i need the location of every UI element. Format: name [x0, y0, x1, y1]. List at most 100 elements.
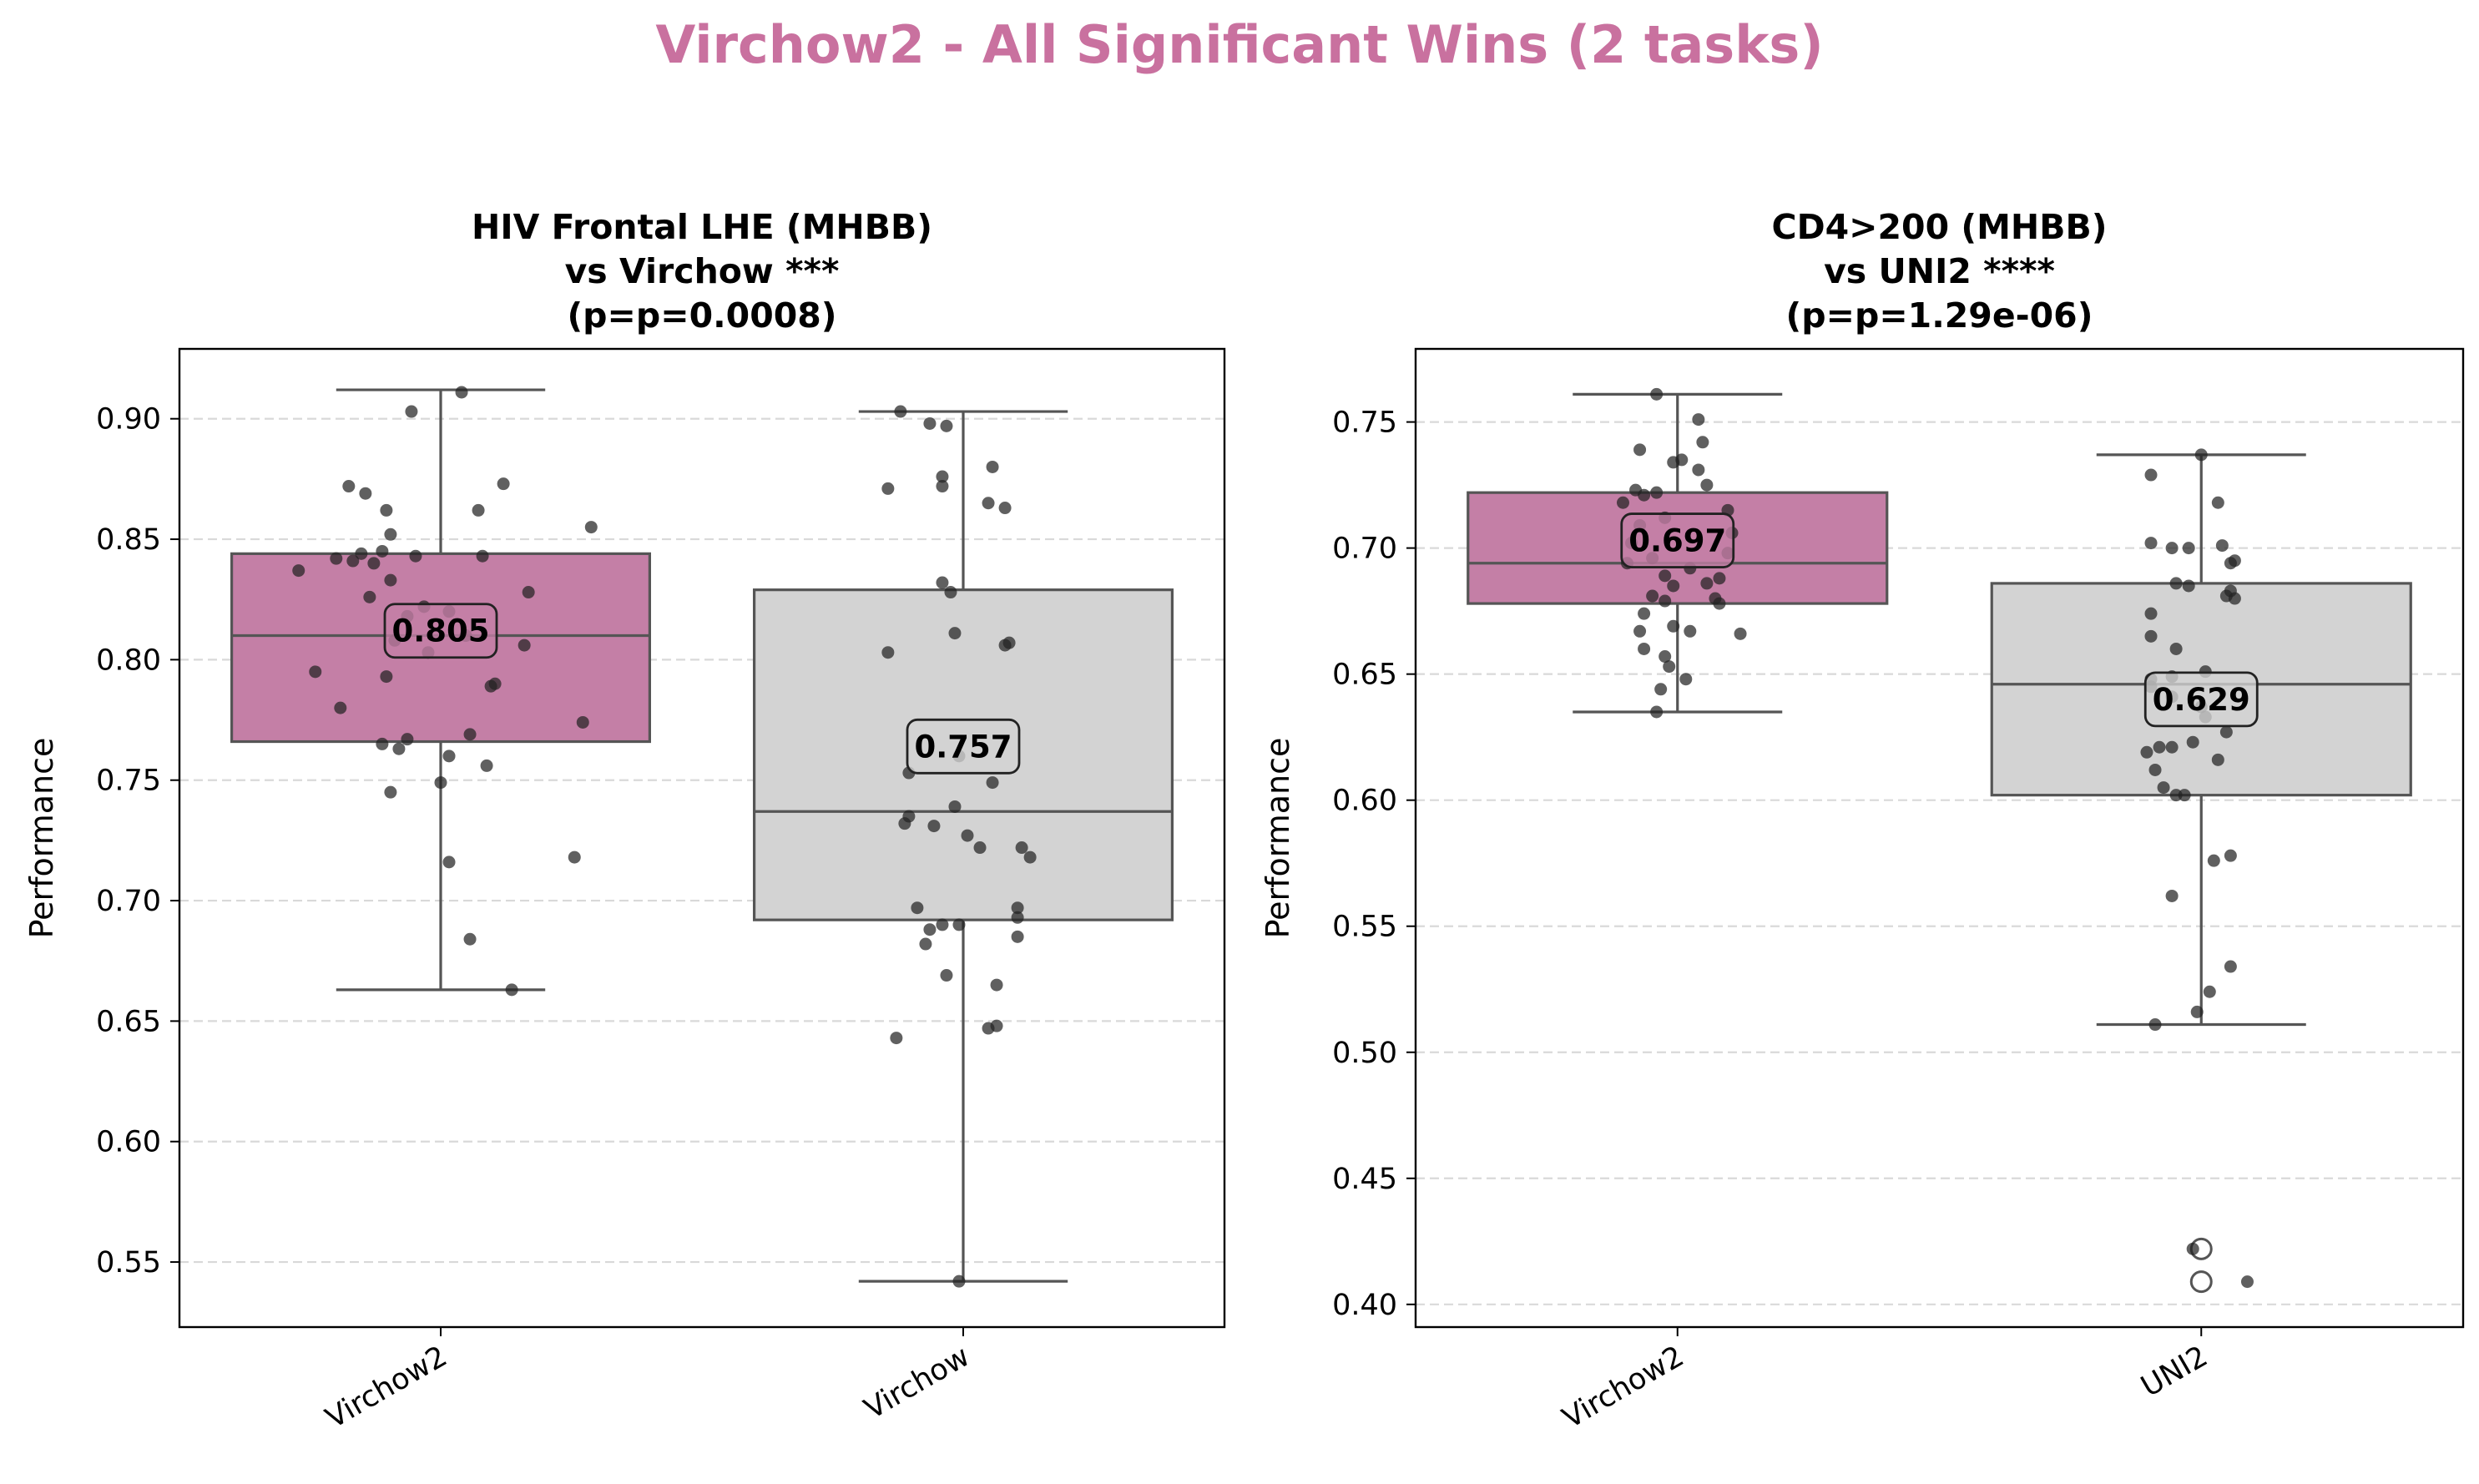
data-point [2144, 629, 2158, 643]
data-point [2157, 781, 2170, 795]
y-tick-label: 0.75 [1332, 406, 1397, 440]
y-tick-label: 0.60 [96, 1126, 161, 1159]
data-point [1663, 660, 1676, 674]
data-point [1700, 577, 1714, 590]
data-point [990, 978, 1003, 992]
data-point [576, 715, 589, 729]
data-point [2148, 763, 2162, 776]
data-point [1700, 478, 1714, 492]
data-point [936, 918, 949, 931]
data-point [1646, 589, 1659, 603]
data-point [1023, 851, 1037, 864]
data-point [442, 856, 456, 869]
subplot-title-line: (p=p=0.0008) [567, 295, 836, 336]
data-point [986, 460, 999, 473]
data-point [334, 701, 347, 714]
box-iqr [230, 552, 651, 744]
data-point [948, 627, 962, 640]
y-tick-label: 0.70 [96, 885, 161, 918]
data-point [1692, 463, 1705, 477]
data-point [2165, 889, 2179, 902]
y-axis-label: Performance [1260, 738, 1296, 939]
data-point [898, 817, 911, 830]
data-point [522, 586, 535, 599]
data-point [1015, 841, 1028, 855]
data-point [1638, 642, 1651, 655]
data-point [986, 776, 999, 790]
data-point [998, 639, 1012, 652]
data-point [1734, 627, 1747, 640]
data-point [463, 932, 477, 946]
mean-label-box [1620, 512, 1735, 568]
data-point [998, 502, 1012, 515]
data-point [2219, 725, 2233, 739]
y-tick-label: 0.85 [96, 523, 161, 557]
data-point [1659, 594, 1672, 608]
data-point [1667, 456, 1680, 469]
data-point [2148, 1018, 2162, 1032]
data-point [1659, 650, 1672, 664]
data-point [484, 679, 497, 693]
data-point [952, 1275, 966, 1288]
data-point [392, 742, 406, 755]
data-point [940, 969, 953, 982]
subplots: HIV Frontal LHE (MHBB)vs Virchow ***(p=p… [23, 207, 2465, 1436]
y-tick-label: 0.65 [96, 1005, 161, 1038]
y-tick-label: 0.75 [96, 765, 161, 798]
data-point [2203, 985, 2216, 998]
subplot-title-line: (p=p=1.29e-06) [1786, 295, 2093, 336]
data-point [948, 800, 962, 813]
data-point [376, 737, 389, 750]
data-point [2186, 735, 2199, 749]
data-point [2211, 496, 2224, 509]
data-point [881, 482, 895, 495]
data-point [2215, 539, 2229, 553]
data-point [982, 497, 995, 510]
data-point [1692, 413, 1705, 427]
data-point [480, 759, 493, 772]
outlier-marker [2189, 1270, 2213, 1294]
data-point [1659, 569, 1672, 583]
data-point [1011, 930, 1024, 943]
mean-label-box [383, 603, 498, 659]
y-tick-label: 0.50 [1332, 1037, 1397, 1070]
data-point [497, 477, 510, 491]
data-point [911, 901, 924, 915]
data-point [1638, 607, 1651, 620]
y-tick-label: 0.90 [96, 403, 161, 437]
y-tick-label: 0.80 [96, 644, 161, 677]
data-point [973, 841, 987, 855]
data-point [894, 405, 907, 418]
axes-frame [1414, 347, 2465, 1329]
mean-label-box [2143, 671, 2259, 728]
data-point [890, 1032, 903, 1045]
data-point [936, 576, 949, 589]
data-point [944, 586, 957, 599]
subplot-title-line: HIV Frontal LHE (MHBB) [472, 207, 932, 247]
data-point [1633, 624, 1647, 638]
y-tick-label: 0.60 [1332, 785, 1397, 818]
data-point [1616, 496, 1629, 509]
data-point [584, 521, 598, 534]
subplot-title-line: CD4>200 (MHBB) [1772, 207, 2108, 247]
box-group: 0.629 [1990, 448, 2412, 1294]
data-point [1650, 705, 1664, 719]
data-point [355, 547, 368, 560]
box-group: 0.805 [230, 386, 651, 997]
subplot-1: HIV Frontal LHE (MHBB)vs Virchow ***(p=p… [23, 207, 1226, 1436]
data-point [1713, 597, 1726, 610]
data-point [367, 557, 381, 570]
data-point [309, 665, 322, 679]
data-point [923, 923, 937, 936]
axes-frame [178, 347, 1226, 1329]
y-tick-label: 0.55 [96, 1246, 161, 1280]
data-point [2211, 753, 2224, 766]
data-point [936, 480, 949, 493]
mean-label: 0.805 [391, 613, 489, 649]
data-point [455, 386, 468, 399]
data-point [1713, 572, 1726, 585]
data-point [1654, 683, 1668, 696]
data-point [1633, 443, 1647, 457]
data-point [2144, 468, 2158, 482]
data-point [1011, 901, 1024, 915]
